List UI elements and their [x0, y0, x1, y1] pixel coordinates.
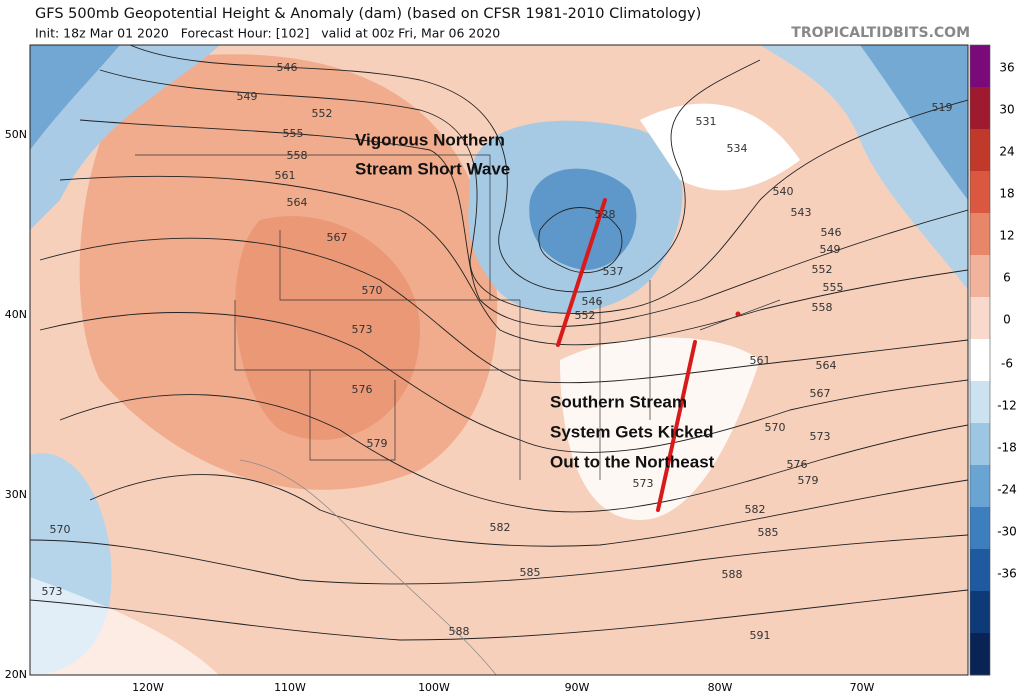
- contour-label: 591: [750, 629, 771, 642]
- contour-label: 588: [449, 625, 470, 638]
- colorbar-swatch: [970, 633, 990, 676]
- contour-label: 546: [821, 226, 842, 239]
- contour-label: 573: [810, 430, 831, 443]
- marker: [735, 311, 741, 317]
- colorbar-swatch: [970, 549, 990, 592]
- colorbar: 36 30 24 18 12 6 0 -6 -12 -18 -24 -30 -36: [969, 44, 1017, 676]
- colorbar-tick-label: 12: [999, 229, 1014, 243]
- colorbar-swatch: [970, 423, 990, 466]
- colorbar-tick-label: -12: [997, 399, 1017, 413]
- contour-label: 552: [812, 263, 833, 276]
- annotation: Southern Stream: [550, 392, 687, 411]
- annotation: Stream Short Wave: [355, 159, 510, 178]
- colorbar-tick-label: -18: [997, 441, 1017, 455]
- contour-label: 570: [362, 284, 383, 297]
- subtitle: Init: 18z Mar 01 2020 Forecast Hour: [10…: [35, 26, 500, 41]
- colorbar-swatch: [970, 297, 990, 340]
- contour-label: 576: [787, 458, 808, 471]
- map-area: [30, 45, 968, 675]
- contour-label: 543: [791, 206, 812, 219]
- colorbar-swatch: [970, 507, 990, 550]
- contour-label: 546: [582, 295, 603, 308]
- contour-label: 570: [765, 421, 786, 434]
- colorbar-swatch: [970, 339, 990, 382]
- annotation: Vigorous Northern: [355, 130, 505, 149]
- contour-label: 582: [490, 521, 511, 534]
- contour-label: 531: [696, 115, 717, 128]
- colorbar-tick-label: -24: [997, 483, 1017, 497]
- contour-label: 558: [812, 301, 833, 314]
- colorbar-tick-label: 30: [999, 103, 1014, 117]
- colorbar-swatch: [970, 381, 990, 424]
- contour-label: 561: [275, 169, 296, 182]
- contour-label: 564: [287, 196, 308, 209]
- credit: TROPICALTIDBITS.COM: [791, 25, 970, 41]
- colorbar-tick-label: -6: [1001, 357, 1013, 371]
- contour-label: 552: [575, 309, 596, 322]
- contour-label: 567: [327, 231, 348, 244]
- contour-label: 528: [595, 208, 616, 221]
- lat-label: 30N: [5, 488, 27, 501]
- colorbar-tick-label: 6: [1003, 271, 1011, 285]
- colorbar-tick-label: 24: [999, 145, 1014, 159]
- contour-label: 534: [727, 142, 748, 155]
- colorbar-tick-label: -36: [997, 567, 1017, 581]
- contour-label: 519: [932, 101, 953, 114]
- colorbar-tick-label: 18: [999, 187, 1014, 201]
- colorbar-swatch: [970, 87, 990, 130]
- red-lines: [556, 198, 697, 512]
- contour-label: 549: [820, 243, 841, 256]
- contour-label: 549: [237, 90, 258, 103]
- lat-label: 40N: [5, 308, 27, 321]
- contour-label: 567: [810, 387, 831, 400]
- annotation: System Gets Kicked: [550, 422, 713, 441]
- contour-label: 555: [823, 281, 844, 294]
- contour-label: 564: [816, 359, 837, 372]
- contour-label: 576: [352, 383, 373, 396]
- contour-label: 558: [287, 149, 308, 162]
- contour-label: 573: [352, 323, 373, 336]
- contour-label: 579: [798, 474, 819, 487]
- annotation: Out to the Northeast: [550, 452, 715, 471]
- contour-label: 570: [50, 523, 71, 536]
- lon-label: 90W: [565, 681, 590, 694]
- colorbar-tick-label: 36: [999, 61, 1014, 75]
- contour-label: 537: [603, 265, 624, 278]
- contour-label: 561: [750, 354, 771, 367]
- title: GFS 500mb Geopotential Height & Anomaly …: [35, 6, 701, 22]
- colorbar-tick-label: 0: [1003, 313, 1011, 327]
- colorbar-swatch: [970, 255, 990, 298]
- colorbar-swatch: [970, 45, 990, 88]
- contour-label: 579: [367, 437, 388, 450]
- contour-label: 540: [773, 185, 794, 198]
- contour-label: 585: [520, 566, 541, 579]
- colorbar-frame: [969, 44, 991, 676]
- contour-label: 546: [277, 61, 298, 74]
- contour-label: 573: [42, 585, 63, 598]
- contour-label: 588: [722, 568, 743, 581]
- colorbar-tick-label: -30: [997, 525, 1017, 539]
- colorbar-swatch: [970, 213, 990, 256]
- lat-label: 20N: [5, 668, 27, 681]
- lon-label: 100W: [418, 681, 450, 694]
- colorbar-swatch: [970, 171, 990, 214]
- colorbar-swatch: [970, 129, 990, 172]
- lon-label: 80W: [708, 681, 733, 694]
- map-frame: [29, 44, 969, 676]
- lat-label: 50N: [5, 128, 27, 141]
- lon-label: 70W: [850, 681, 875, 694]
- colorbar-swatch: [970, 591, 990, 634]
- contour-label: 585: [758, 526, 779, 539]
- contour-label: 555: [283, 127, 304, 140]
- contour-label: 552: [312, 107, 333, 120]
- colorbar-swatch: [970, 465, 990, 508]
- lon-label: 110W: [274, 681, 306, 694]
- lon-label: 120W: [132, 681, 164, 694]
- contour-label: 582: [745, 503, 766, 516]
- contour-label: 573: [633, 477, 654, 490]
